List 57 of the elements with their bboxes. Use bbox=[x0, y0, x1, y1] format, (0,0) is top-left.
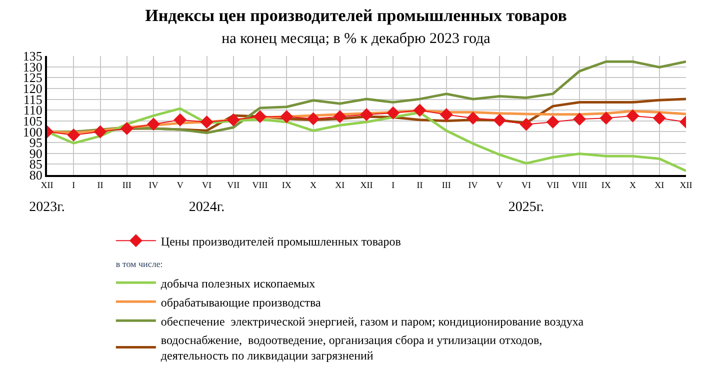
x-tick-label: V bbox=[176, 180, 184, 190]
x-tick-label: I bbox=[392, 180, 395, 190]
x-tick-label: II bbox=[416, 180, 423, 190]
legend-label: обрабатывающие производства bbox=[160, 295, 322, 310]
x-tick-label: VI 2025г. bbox=[508, 180, 544, 216]
x-tick-label: V bbox=[496, 180, 504, 190]
x-tick-label: VIII bbox=[572, 180, 588, 190]
point bbox=[466, 112, 480, 125]
x-tick-label: VII bbox=[546, 180, 560, 190]
point bbox=[626, 109, 640, 122]
y-tick-label: 120 bbox=[22, 81, 42, 96]
legend-label: Цены производителей промышленных товаров bbox=[160, 234, 402, 248]
x-tick-label: I bbox=[72, 180, 76, 190]
x-tick-label: II bbox=[97, 180, 104, 190]
point bbox=[546, 115, 560, 128]
point bbox=[600, 112, 613, 125]
point bbox=[94, 125, 107, 138]
point bbox=[254, 110, 266, 124]
x-tick-label: IX bbox=[601, 180, 612, 190]
point bbox=[386, 106, 400, 120]
point bbox=[147, 118, 160, 131]
point bbox=[493, 114, 506, 127]
x-tick-label: VII bbox=[227, 180, 240, 190]
x-tick-label: X bbox=[630, 180, 636, 190]
x-tick-label: III bbox=[122, 180, 132, 190]
point bbox=[226, 113, 240, 126]
point bbox=[413, 104, 426, 117]
x-tick-label: XII bbox=[680, 180, 692, 190]
legend-label: водоснабжение, водоотведение, организация сбора и утилизации отходов, деятельность по ликвидации загрязнений bbox=[160, 333, 542, 363]
point bbox=[280, 110, 294, 124]
legend-label: добыча полезных ископаемых bbox=[160, 276, 316, 290]
x-tick-label: IV bbox=[468, 180, 478, 190]
point bbox=[360, 108, 373, 122]
chart-subtitle: на конец месяца; в % к декабрю 2023 года bbox=[222, 31, 491, 48]
point bbox=[652, 112, 666, 125]
point bbox=[120, 122, 134, 135]
x-tick-label: VIII bbox=[252, 180, 268, 190]
y-tick-label: 135 bbox=[22, 48, 42, 64]
point bbox=[573, 112, 586, 126]
point bbox=[174, 113, 187, 126]
point bbox=[200, 115, 214, 128]
x-tick-label: VI 2024г. bbox=[188, 180, 225, 216]
point bbox=[306, 112, 320, 126]
x-tick-label: III bbox=[442, 180, 451, 190]
x-tick-label: XI bbox=[654, 180, 664, 190]
point bbox=[67, 128, 80, 142]
point bbox=[440, 108, 453, 122]
x-tick-label: XII bbox=[360, 180, 373, 190]
x-tick-label: X bbox=[310, 180, 317, 190]
x-tick-label: XI bbox=[335, 180, 345, 190]
x-tick-label: IV bbox=[148, 180, 159, 190]
legend-label: обеспечение электрической энергией, газом и паром; кондиционирование воздуха bbox=[160, 314, 584, 328]
text: в том числе: bbox=[116, 259, 163, 270]
chart-title: Индексы цен производителей промышленных товаров bbox=[145, 6, 567, 26]
x-tick-label: IX bbox=[282, 180, 292, 190]
point bbox=[333, 110, 346, 124]
point bbox=[520, 118, 533, 131]
